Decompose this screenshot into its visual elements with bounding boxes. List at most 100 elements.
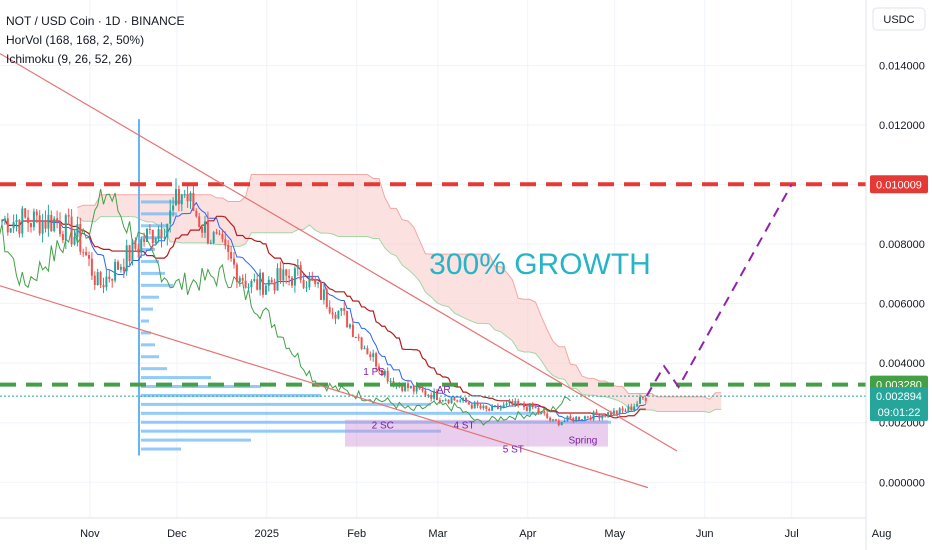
candle-body bbox=[38, 215, 41, 234]
price-tick-label: 0.000000 bbox=[879, 477, 925, 489]
candle-body bbox=[302, 279, 305, 288]
candle-body bbox=[262, 272, 264, 295]
candle-body bbox=[96, 272, 99, 286]
candle-body bbox=[618, 408, 621, 414]
candle-body bbox=[119, 266, 122, 270]
candle-body bbox=[604, 415, 607, 417]
indicator-ichimoku[interactable]: Ichimoku (9, 26, 52, 26) bbox=[6, 52, 133, 66]
candle-body bbox=[502, 404, 505, 408]
time-tick-label: Aug bbox=[872, 528, 892, 540]
candle-body bbox=[427, 394, 430, 396]
candle-body bbox=[267, 279, 270, 286]
candle-body bbox=[517, 400, 520, 405]
price-tick-label: 0.006000 bbox=[879, 299, 925, 311]
candle-body bbox=[151, 229, 154, 244]
candle-body bbox=[363, 348, 366, 350]
candle-body bbox=[595, 411, 598, 415]
candle-body bbox=[566, 416, 569, 421]
candle-body bbox=[90, 258, 93, 276]
indicator-horvol[interactable]: HorVol (168, 168, 2, 50%) bbox=[6, 33, 145, 47]
candle-body bbox=[412, 385, 415, 392]
vp-bar bbox=[141, 283, 173, 287]
candle-body bbox=[462, 397, 465, 401]
candle-body bbox=[554, 419, 557, 421]
candle-body bbox=[233, 258, 235, 265]
candle-body bbox=[137, 248, 140, 253]
candle-body bbox=[172, 205, 175, 211]
vp-bar bbox=[141, 393, 321, 397]
candle-body bbox=[64, 215, 67, 241]
currency-button-label[interactable]: USDC bbox=[883, 14, 914, 26]
candle-body bbox=[531, 403, 534, 408]
time-axis[interactable]: Nov Dec 2025 Feb Mar Apr May Jun Jul Aug bbox=[80, 528, 891, 540]
candle-body bbox=[386, 370, 389, 382]
candle-body bbox=[293, 268, 296, 286]
candle-body bbox=[612, 410, 615, 416]
candle-body bbox=[383, 370, 386, 376]
candle-body bbox=[586, 416, 589, 418]
currency-button[interactable]: USDC bbox=[872, 7, 926, 31]
price-tick-label: 0.012000 bbox=[879, 120, 925, 132]
candle-body bbox=[453, 398, 456, 401]
candle-body bbox=[264, 285, 267, 295]
candle-body bbox=[41, 220, 44, 234]
candle-body bbox=[53, 218, 56, 232]
candle-body bbox=[581, 419, 583, 421]
vp-bar bbox=[141, 429, 441, 433]
candle-body bbox=[241, 277, 244, 281]
candle-body bbox=[192, 192, 195, 211]
candle-body bbox=[328, 307, 331, 313]
candle-body bbox=[418, 385, 421, 389]
candle-body bbox=[496, 405, 499, 409]
candle-body bbox=[206, 221, 209, 244]
growth-annotation: 300% GROWTH bbox=[429, 248, 651, 281]
vp-bar bbox=[141, 343, 155, 347]
candle-body bbox=[259, 272, 262, 290]
candle-body bbox=[85, 251, 88, 256]
candle-body bbox=[157, 229, 160, 239]
price-axis-panel bbox=[866, 0, 932, 550]
candle-body bbox=[18, 220, 21, 234]
candle-body bbox=[288, 275, 291, 278]
candle-body bbox=[59, 222, 61, 235]
candle-body bbox=[601, 415, 604, 419]
candle-body bbox=[467, 402, 470, 405]
candle-body bbox=[482, 405, 485, 409]
candle-body bbox=[407, 383, 409, 388]
candle-body bbox=[291, 277, 293, 286]
candle-body bbox=[404, 383, 407, 391]
candle-body bbox=[578, 416, 581, 421]
candle-body bbox=[21, 208, 24, 234]
candle-body bbox=[134, 240, 137, 249]
candle-body bbox=[438, 400, 441, 402]
candle-body bbox=[520, 403, 523, 405]
vp-bar bbox=[141, 376, 211, 380]
volume-profile bbox=[138, 119, 611, 456]
projection-line bbox=[645, 183, 793, 397]
symbol-title[interactable]: NOT / USD Coin · 1D · BINANCE bbox=[6, 14, 185, 28]
candle-body bbox=[543, 411, 546, 414]
time-tick-label: Apr bbox=[519, 528, 536, 540]
wyckoff-label: Spring bbox=[568, 436, 597, 447]
wyckoff-label: 2 SC bbox=[372, 421, 394, 432]
candle-body bbox=[537, 407, 540, 413]
candle-body bbox=[450, 398, 453, 404]
candle-body bbox=[491, 405, 494, 411]
wyckoff-labels: 1 PS AR 2 SC 4 ST 5 ST Spring bbox=[363, 367, 597, 455]
candle-body bbox=[583, 416, 586, 420]
candle-body bbox=[279, 268, 282, 281]
candle-body bbox=[424, 390, 427, 396]
candle-body bbox=[183, 194, 186, 196]
currency-button-frame[interactable] bbox=[872, 7, 926, 31]
candle-body bbox=[186, 194, 189, 202]
candle-body bbox=[15, 220, 18, 223]
candle-body bbox=[108, 276, 111, 280]
candle-body bbox=[218, 233, 221, 235]
candle-body bbox=[639, 397, 641, 404]
candle-body bbox=[465, 397, 467, 403]
candle-body bbox=[627, 406, 630, 412]
time-tick-label: 2025 bbox=[255, 528, 279, 540]
candle-body bbox=[610, 412, 612, 416]
